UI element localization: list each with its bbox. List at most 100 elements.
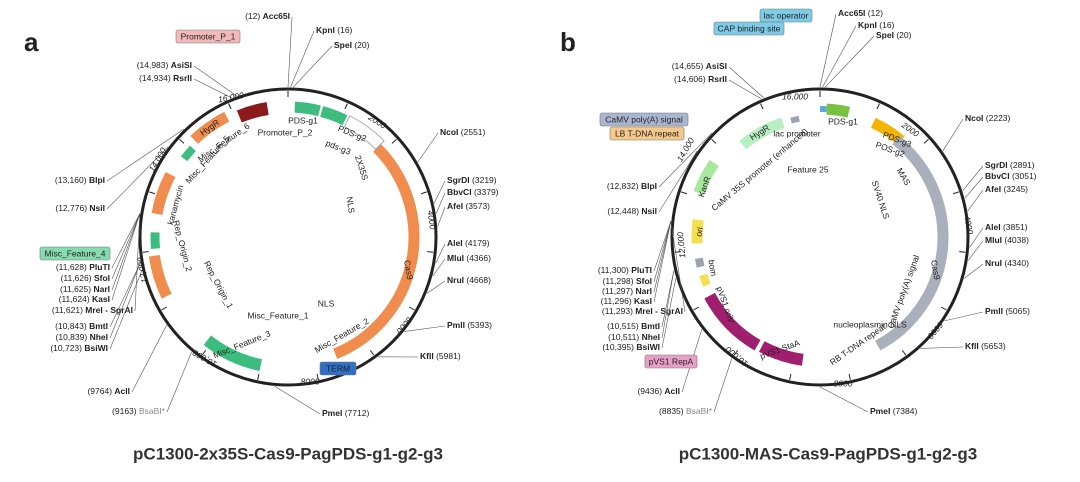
site-name: PmeI	[870, 406, 890, 416]
site-label: KpnI (16)	[316, 25, 353, 35]
scale-label: 8000	[834, 378, 853, 388]
scale-label: 16,000	[217, 90, 245, 104]
site-label: KflI (5981)	[420, 351, 461, 361]
feature-box-label: pVS1 RepA	[649, 356, 694, 366]
leader-line	[131, 325, 167, 393]
site-label: PmlI (5393)	[447, 320, 492, 330]
site-position: (10,511)	[608, 332, 639, 342]
leader-line	[290, 30, 315, 88]
feature-arc	[344, 116, 384, 150]
feature-arc	[148, 254, 172, 299]
feature-box	[644, 354, 698, 369]
feature-arc	[320, 106, 348, 126]
leader-line	[670, 221, 686, 313]
site-position: (16)	[879, 20, 894, 30]
site-position: (10,723)	[50, 343, 82, 353]
ring-tick	[680, 191, 688, 195]
site-name: AleI	[985, 222, 1001, 232]
site-label: (11,297) NarI	[602, 286, 652, 296]
site-position: (11,300)	[598, 265, 629, 275]
site-position: (7712)	[345, 408, 370, 418]
site-label: (9436) AclI	[637, 386, 680, 396]
site-name: AleI	[447, 238, 463, 248]
site-label: (11,298) SfoI	[603, 276, 652, 286]
ring-tick	[391, 138, 397, 144]
feature-arc	[693, 159, 719, 195]
site-position: (11,298)	[603, 276, 634, 286]
site-label: NruI (4668)	[447, 275, 491, 285]
ring-tick	[142, 251, 149, 253]
site-name: BmtI	[641, 321, 660, 331]
site-name: NsiI	[641, 206, 657, 216]
feature-arc	[190, 111, 230, 144]
feature-label: SV40 NLS	[870, 179, 892, 220]
scale-label: 8000	[301, 376, 320, 386]
feature-box-label: lac operator	[764, 10, 809, 20]
site-position: (11,621)	[52, 305, 83, 315]
site-label: (10,839) NheI	[56, 332, 108, 342]
site-label: (12,448) NsiI	[607, 206, 657, 216]
site-position: (11,296)	[601, 296, 632, 306]
ring-tick	[848, 373, 851, 380]
ring-tick	[760, 103, 764, 110]
site-position: (14,934)	[139, 73, 171, 83]
site-position: (5065)	[1005, 306, 1030, 316]
leader-line	[658, 132, 713, 188]
feature-label: NLS	[345, 196, 357, 214]
site-label: (11,300) PluTI	[598, 265, 652, 275]
ring-tick	[901, 349, 907, 356]
site-name: NcoI	[440, 127, 458, 137]
feature-label: 2X35S	[353, 154, 370, 182]
site-label: AfeI (3573)	[447, 201, 490, 211]
site-label: (11,624) KasI	[59, 294, 110, 304]
site-position: (14,983)	[137, 60, 169, 70]
feature-box	[713, 21, 785, 36]
site-position: (4038)	[1004, 235, 1029, 245]
feature-arc	[294, 101, 321, 117]
site-position: (11,624)	[59, 294, 90, 304]
feature-box	[319, 361, 357, 376]
leader-line	[653, 221, 672, 293]
site-position: (3219)	[472, 175, 497, 185]
feature-label: PDS-g1	[288, 115, 318, 125]
site-label: (11,625) NarI	[60, 284, 110, 294]
feature-arc	[758, 341, 804, 366]
site-position: (8835)	[659, 406, 684, 416]
leader-line	[193, 65, 237, 97]
site-name: MluI	[985, 235, 1002, 245]
leader-line	[728, 79, 762, 100]
feature-label: lac promoter	[773, 128, 820, 138]
site-name: KflI	[420, 351, 434, 361]
feature-label: Promoter_P_2	[258, 127, 313, 137]
ring-tick	[427, 251, 434, 253]
site-label: (11,626) SfoI	[61, 273, 110, 283]
feature-box-label: CaMV poly(A) signal	[605, 114, 683, 124]
site-label: (14,934) RsrII	[139, 73, 192, 83]
site-name: BsiWI	[636, 342, 660, 352]
site-name: SpeI	[334, 40, 352, 50]
leader-line	[967, 189, 984, 212]
leader-line	[653, 221, 672, 283]
feature-label: KanR	[696, 175, 713, 198]
site-position: (11,293)	[602, 306, 633, 316]
site-position: (3245)	[1003, 184, 1028, 194]
feature-outline	[343, 115, 385, 150]
feature-arc	[694, 257, 705, 268]
feature-box-label: Promoter_P_1	[181, 31, 236, 41]
leader-line	[109, 270, 143, 350]
ring-tick	[693, 306, 700, 311]
feature-arc	[739, 117, 785, 150]
site-name: PluTI	[89, 262, 110, 272]
site-name: KflI	[965, 341, 979, 351]
site-position: (4668)	[466, 275, 491, 285]
ring-tick	[420, 191, 428, 195]
site-position: (14,655)	[672, 61, 704, 71]
site-position: (4366)	[466, 253, 491, 263]
leader-line	[293, 45, 333, 88]
site-name: NruI	[447, 275, 464, 285]
site-label: PmeI (7712)	[322, 408, 369, 418]
feature-box-label: TERM	[326, 363, 350, 373]
leader-line	[417, 132, 439, 163]
site-label: BbvCI (3379)	[447, 187, 499, 197]
leader-line	[109, 262, 141, 339]
